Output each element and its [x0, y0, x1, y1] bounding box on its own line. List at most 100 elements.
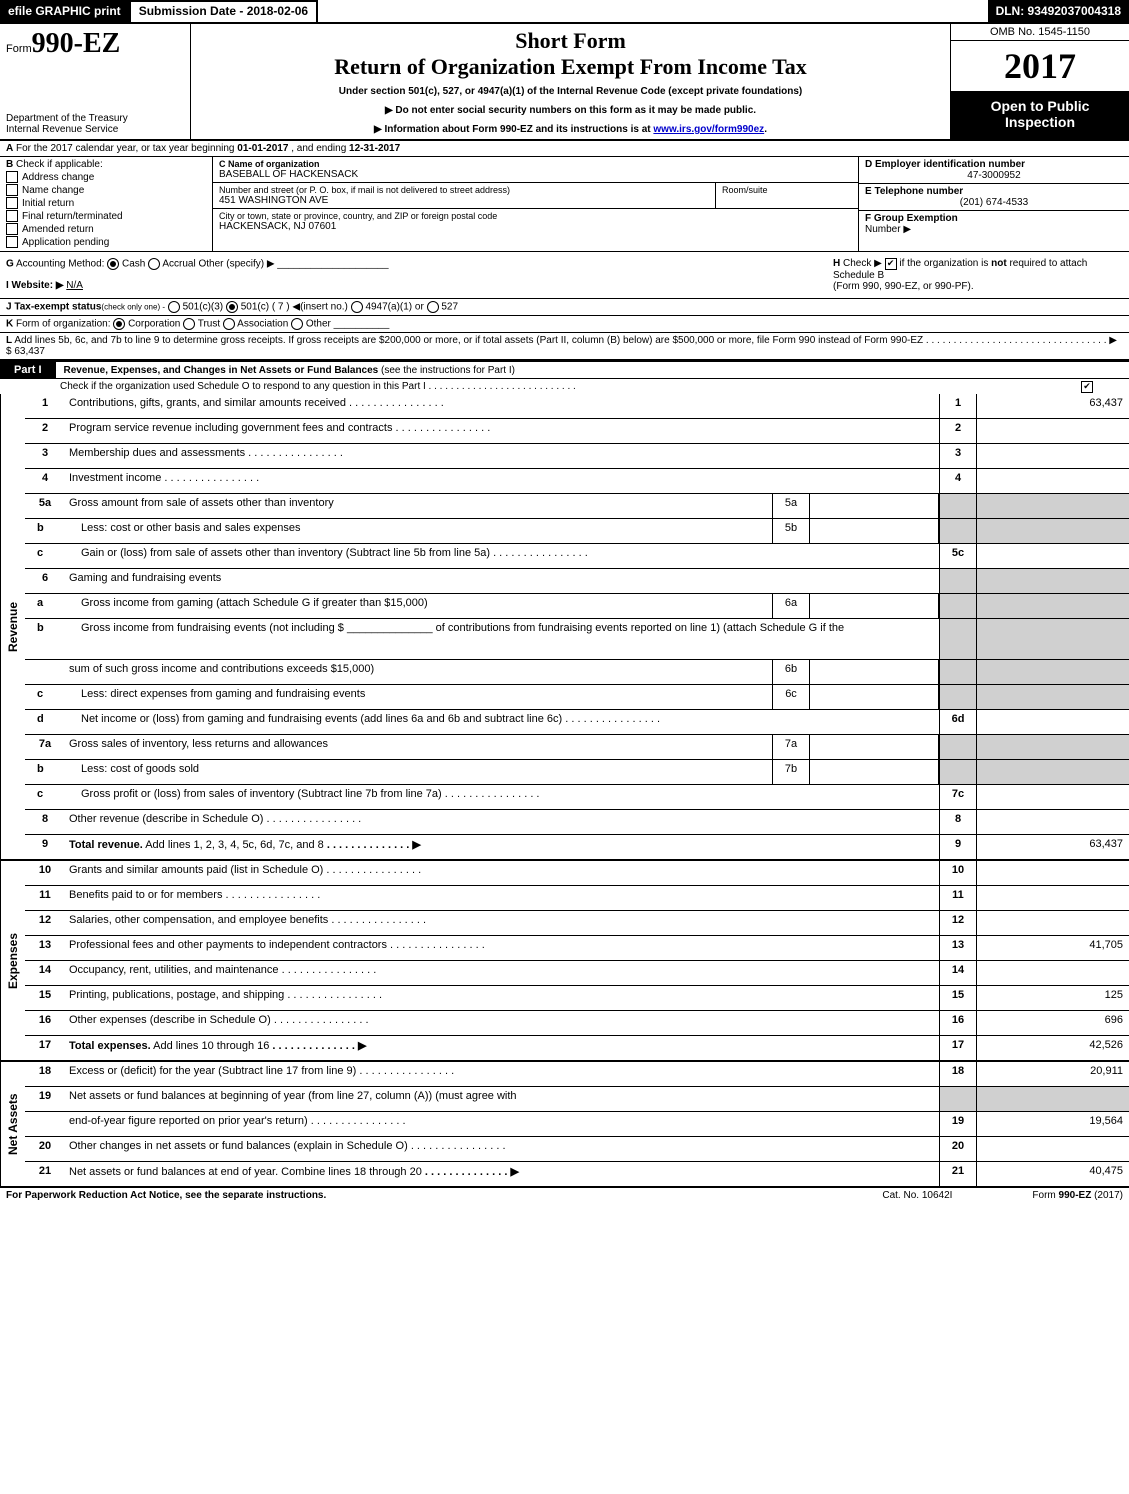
corporation-radio[interactable] — [113, 318, 125, 330]
form-ref-bold: 990-EZ — [1059, 1190, 1092, 1201]
501c3-radio[interactable] — [168, 301, 180, 313]
line-row: 8Other revenue (describe in Schedule O) … — [25, 810, 1129, 835]
other-specify-label: Other (specify) ▶ — [198, 259, 274, 270]
line-number — [25, 660, 65, 684]
inner-box-number: 6a — [772, 594, 810, 618]
h-text2: if the organization is — [899, 258, 991, 269]
submission-date: Submission Date - 2018-02-06 — [129, 0, 318, 22]
paperwork-notice: For Paperwork Reduction Act Notice, see … — [6, 1190, 326, 1201]
checkbox[interactable] — [6, 197, 18, 209]
box-value-shaded — [977, 660, 1129, 684]
527-radio[interactable] — [427, 301, 439, 313]
org-name-field: C Name of organization BASEBALL OF HACKE… — [213, 157, 858, 182]
section-L: L Add lines 5b, 6c, and 7b to line 9 to … — [0, 333, 1129, 361]
line-row: cGross profit or (loss) from sales of in… — [25, 785, 1129, 810]
line-number: 16 — [25, 1011, 65, 1035]
501c3-label: 501(c)(3) — [183, 302, 224, 313]
group-exemption-number-label: Number ▶ — [865, 224, 911, 235]
l-arrow: ▶ — [1109, 335, 1117, 346]
ein-value: 47-3000952 — [865, 170, 1123, 181]
label-G: G — [6, 259, 14, 270]
line-number: 14 — [25, 961, 65, 985]
section-D: D Employer identification number 47-3000… — [859, 157, 1129, 184]
section-expenses: Expenses10Grants and similar amounts pai… — [0, 861, 1129, 1062]
checkbox-row: Amended return — [6, 223, 206, 235]
rows-container: 1Contributions, gifts, grants, and simil… — [25, 394, 1129, 859]
box-value — [977, 544, 1129, 568]
checkbox-label: Address change — [22, 172, 94, 183]
box-value-shaded — [977, 519, 1129, 543]
line-row: 13Professional fees and other payments t… — [25, 936, 1129, 961]
accounting-method-row: G Accounting Method: Cash Accrual Other … — [6, 258, 821, 270]
line-number: 17 — [25, 1036, 65, 1060]
box-number: 14 — [939, 961, 977, 985]
box-value: 63,437 — [977, 835, 1129, 859]
checkbox[interactable] — [6, 223, 18, 235]
website-value: N/A — [66, 280, 83, 291]
checkbox[interactable] — [6, 210, 18, 222]
box-number: 15 — [939, 986, 977, 1010]
checkbox-label: Final return/terminated — [22, 211, 123, 222]
box-number-shaded — [939, 660, 977, 684]
501c-radio[interactable] — [226, 301, 238, 313]
line-row: 4Investment income . . . . . . . . . . .… — [25, 469, 1129, 494]
checkbox-row: Initial return — [6, 197, 206, 209]
checkbox[interactable] — [6, 184, 18, 196]
j-note: (check only one) - — [101, 303, 165, 312]
trust-radio[interactable] — [183, 318, 195, 330]
line-row: 16Other expenses (describe in Schedule O… — [25, 1011, 1129, 1036]
box-value: 20,911 — [977, 1062, 1129, 1086]
other-radio[interactable] — [291, 318, 303, 330]
info-prefix: ▶ Information about Form 990-EZ and its … — [374, 124, 653, 135]
schedule-b-checkbox[interactable] — [885, 258, 897, 270]
checkbox[interactable] — [6, 171, 18, 183]
line-description: Grants and similar amounts paid (list in… — [65, 861, 939, 885]
city-row: City or town, state or province, country… — [213, 209, 858, 234]
box-number: 19 — [939, 1112, 977, 1136]
irs-link[interactable]: www.irs.gov/form990ez — [653, 124, 764, 135]
line-description: Salaries, other compensation, and employ… — [65, 911, 939, 935]
line-description: Investment income . . . . . . . . . . . … — [65, 469, 939, 493]
line-number: a — [25, 594, 77, 618]
form-number: Form990-EZ — [6, 28, 184, 60]
box-number-shaded — [939, 569, 977, 593]
inner-box-value — [810, 685, 939, 709]
line-row: bGross income from fundraising events (n… — [25, 619, 1129, 660]
box-value: 41,705 — [977, 936, 1129, 960]
website-row: I Website: ▶ N/A — [6, 280, 821, 291]
association-radio[interactable] — [223, 318, 235, 330]
line-row: cLess: direct expenses from gaming and f… — [25, 685, 1129, 710]
line-number: c — [25, 785, 77, 809]
checkbox[interactable] — [6, 236, 18, 248]
box-value-shaded — [977, 1087, 1129, 1111]
box-value — [977, 886, 1129, 910]
checkbox-row: Application pending — [6, 236, 206, 248]
accounting-method-text: Accounting Method: — [16, 259, 104, 270]
box-value — [977, 810, 1129, 834]
box-value-shaded — [977, 619, 1129, 659]
box-value — [977, 469, 1129, 493]
open-public-line1: Open to Public — [953, 98, 1127, 114]
line-description: Net income or (loss) from gaming and fun… — [77, 710, 939, 734]
cash-radio[interactable] — [107, 258, 119, 270]
box-value-shaded — [977, 594, 1129, 618]
info-line: ▶ Information about Form 990-EZ and its … — [199, 124, 942, 135]
line-number: 3 — [25, 444, 65, 468]
line-description: Other expenses (describe in Schedule O) … — [65, 1011, 939, 1035]
box-number: 1 — [939, 394, 977, 418]
line-description: Gross income from gaming (attach Schedul… — [77, 594, 772, 618]
part-1-desc: Revenue, Expenses, and Changes in Net As… — [56, 363, 523, 378]
section-H: H Check ▶ if the organization is not req… — [827, 252, 1129, 298]
under-section-text: Under section 501(c), 527, or 4947(a)(1)… — [199, 86, 942, 97]
schedule-o-check-text: Check if the organization used Schedule … — [60, 381, 426, 392]
line-number: b — [25, 619, 77, 659]
city-field: City or town, state or province, country… — [213, 209, 858, 234]
box-number: 5c — [939, 544, 977, 568]
accrual-radio[interactable] — [148, 258, 160, 270]
schedule-o-checkbox[interactable] — [1081, 381, 1093, 393]
box-value — [977, 785, 1129, 809]
4947-radio[interactable] — [351, 301, 363, 313]
line-row: 12Salaries, other compensation, and empl… — [25, 911, 1129, 936]
box-number: 20 — [939, 1137, 977, 1161]
line-row: dNet income or (loss) from gaming and fu… — [25, 710, 1129, 735]
